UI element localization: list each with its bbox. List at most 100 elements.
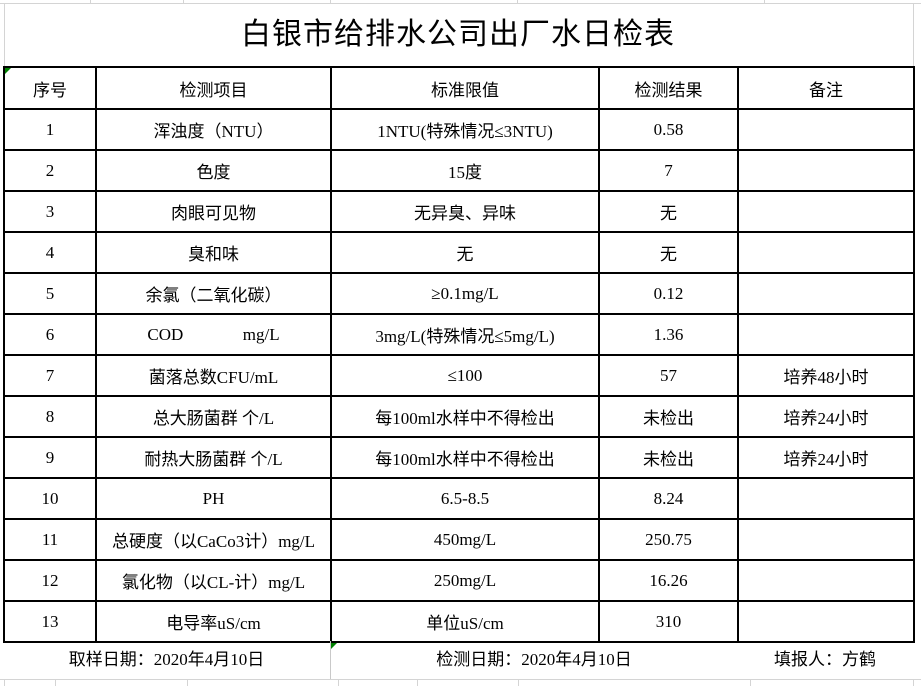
cell-limit: 15度 bbox=[330, 149, 600, 192]
cell-seq: 12 bbox=[3, 559, 97, 602]
cell-seq: 4 bbox=[3, 231, 97, 274]
cell-limit: 450mg/L bbox=[330, 518, 600, 561]
cell-limit: ≥0.1mg/L bbox=[330, 272, 600, 315]
cell-remark bbox=[737, 272, 915, 315]
table-row: 12 氯化物（以CL-计）mg/L 250mg/L 16.26 bbox=[3, 559, 915, 602]
table-row: 3 肉眼可见物 无异臭、异味 无 bbox=[3, 190, 915, 233]
cell-remark: 培养48小时 bbox=[737, 354, 915, 397]
cell-seq: 13 bbox=[3, 600, 97, 643]
sampling-date: 取样日期：2020年4月10日 bbox=[68, 650, 265, 669]
cell-seq: 6 bbox=[3, 313, 97, 356]
cell-result: 310 bbox=[598, 600, 739, 643]
error-flag-icon bbox=[5, 68, 11, 74]
gridline bbox=[517, 0, 518, 3]
cell-item: 浑浊度（NTU） bbox=[95, 108, 332, 151]
cell-seq: 5 bbox=[3, 272, 97, 315]
reporter: 填报人：方鹤 bbox=[774, 650, 876, 669]
gridline bbox=[55, 679, 56, 686]
cell-item: 总大肠菌群 个/L bbox=[95, 395, 332, 438]
cell-result: 250.75 bbox=[598, 518, 739, 561]
cell-limit: ≤100 bbox=[330, 354, 600, 397]
cell-item: 氯化物（以CL-计）mg/L bbox=[95, 559, 332, 602]
cell-result: 未检出 bbox=[598, 436, 739, 479]
gridline bbox=[0, 679, 921, 680]
cell-item: 肉眼可见物 bbox=[95, 190, 332, 233]
gridline bbox=[764, 0, 765, 3]
cell-result: 57 bbox=[598, 354, 739, 397]
cell-seq: 11 bbox=[3, 518, 97, 561]
cell-remark bbox=[737, 149, 915, 192]
cell-remark: 培养24小时 bbox=[737, 395, 915, 438]
error-flag-icon bbox=[331, 643, 337, 649]
cell-limit: 6.5-8.5 bbox=[330, 477, 600, 520]
gridline bbox=[338, 679, 339, 686]
cell-result: 0.12 bbox=[598, 272, 739, 315]
gridline bbox=[90, 0, 91, 3]
cell-limit: 每100ml水样中不得检出 bbox=[330, 395, 600, 438]
column-header-item: 检测项目 bbox=[95, 66, 332, 110]
cell-seq: 9 bbox=[3, 436, 97, 479]
cell-seq: 10 bbox=[3, 477, 97, 520]
cell-item: 臭和味 bbox=[95, 231, 332, 274]
inspection-table: 序号 检测项目 标准限值 检测结果 备注 1 浑浊度（NTU） 1NTU(特殊情… bbox=[3, 66, 915, 643]
cell-item: 耐热大肠菌群 个/L bbox=[95, 436, 332, 479]
gridline bbox=[913, 3, 914, 66]
cell-item: COD mg/L bbox=[95, 313, 332, 356]
cell-result: 0.58 bbox=[598, 108, 739, 151]
cell-item: 余氯（二氧化碳） bbox=[95, 272, 332, 315]
gridline bbox=[183, 0, 184, 3]
cell-item: 菌落总数CFU/mL bbox=[95, 354, 332, 397]
gridline bbox=[518, 679, 519, 686]
column-header-limit: 标准限值 bbox=[330, 66, 600, 110]
testing-date: 检测日期：2020年4月10日 bbox=[330, 641, 737, 679]
gridline bbox=[4, 679, 5, 686]
cell-seq: 2 bbox=[3, 149, 97, 192]
cell-limit: 每100ml水样中不得检出 bbox=[330, 436, 600, 479]
table-row: 4 臭和味 无 无 bbox=[3, 231, 915, 274]
column-header-seq: 序号 bbox=[3, 66, 97, 110]
table-row: 11 总硬度（以CaCo3计）mg/L 450mg/L 250.75 bbox=[3, 518, 915, 561]
cell-limit: 单位uS/cm bbox=[330, 600, 600, 643]
table-row: 6 COD mg/L 3mg/L(特殊情况≤5mg/L) 1.36 bbox=[3, 313, 915, 356]
cell-limit: 250mg/L bbox=[330, 559, 600, 602]
table-row: 9 耐热大肠菌群 个/L 每100ml水样中不得检出 未检出 培养24小时 bbox=[3, 436, 915, 479]
gridline bbox=[417, 679, 418, 686]
table-row: 7 菌落总数CFU/mL ≤100 57 培养48小时 bbox=[3, 354, 915, 397]
column-header-remark: 备注 bbox=[737, 66, 915, 110]
table-row: 10 PH 6.5-8.5 8.24 bbox=[3, 477, 915, 520]
cell-limit: 1NTU(特殊情况≤3NTU) bbox=[330, 108, 600, 151]
table-row: 13 电导率uS/cm 单位uS/cm 310 bbox=[3, 600, 915, 643]
cell-result: 8.24 bbox=[598, 477, 739, 520]
cell-result: 7 bbox=[598, 149, 739, 192]
column-header-result: 检测结果 bbox=[598, 66, 739, 110]
cell-remark: 培养24小时 bbox=[737, 436, 915, 479]
gridline bbox=[187, 679, 188, 686]
cell-limit: 无异臭、异味 bbox=[330, 190, 600, 233]
cell-remark bbox=[737, 190, 915, 233]
gridline bbox=[4, 3, 5, 66]
cell-item: 电导率uS/cm bbox=[95, 600, 332, 643]
page-title: 白银市给排水公司出厂水日检表 bbox=[241, 18, 675, 51]
table-row: 1 浑浊度（NTU） 1NTU(特殊情况≤3NTU) 0.58 bbox=[3, 108, 915, 151]
cell-seq: 1 bbox=[3, 108, 97, 151]
cell-result: 1.36 bbox=[598, 313, 739, 356]
footer-row: 取样日期：2020年4月10日 检测日期：2020年4月10日 填报人：方鹤 bbox=[3, 641, 913, 679]
cell-remark bbox=[737, 559, 915, 602]
cell-result: 16.26 bbox=[598, 559, 739, 602]
cell-seq: 8 bbox=[3, 395, 97, 438]
cell-remark bbox=[737, 518, 915, 561]
gridline bbox=[750, 679, 751, 686]
cell-seq: 7 bbox=[3, 354, 97, 397]
cell-item: 总硬度（以CaCo3计）mg/L bbox=[95, 518, 332, 561]
cell-result: 未检出 bbox=[598, 395, 739, 438]
cell-remark bbox=[737, 231, 915, 274]
cell-seq: 3 bbox=[3, 190, 97, 233]
cell-item: PH bbox=[95, 477, 332, 520]
cell-item: 色度 bbox=[95, 149, 332, 192]
cell-result: 无 bbox=[598, 231, 739, 274]
cell-limit: 3mg/L(特殊情况≤5mg/L) bbox=[330, 313, 600, 356]
table-row: 2 色度 15度 7 bbox=[3, 149, 915, 192]
gridline bbox=[0, 3, 921, 4]
table-row: 8 总大肠菌群 个/L 每100ml水样中不得检出 未检出 培养24小时 bbox=[3, 395, 915, 438]
